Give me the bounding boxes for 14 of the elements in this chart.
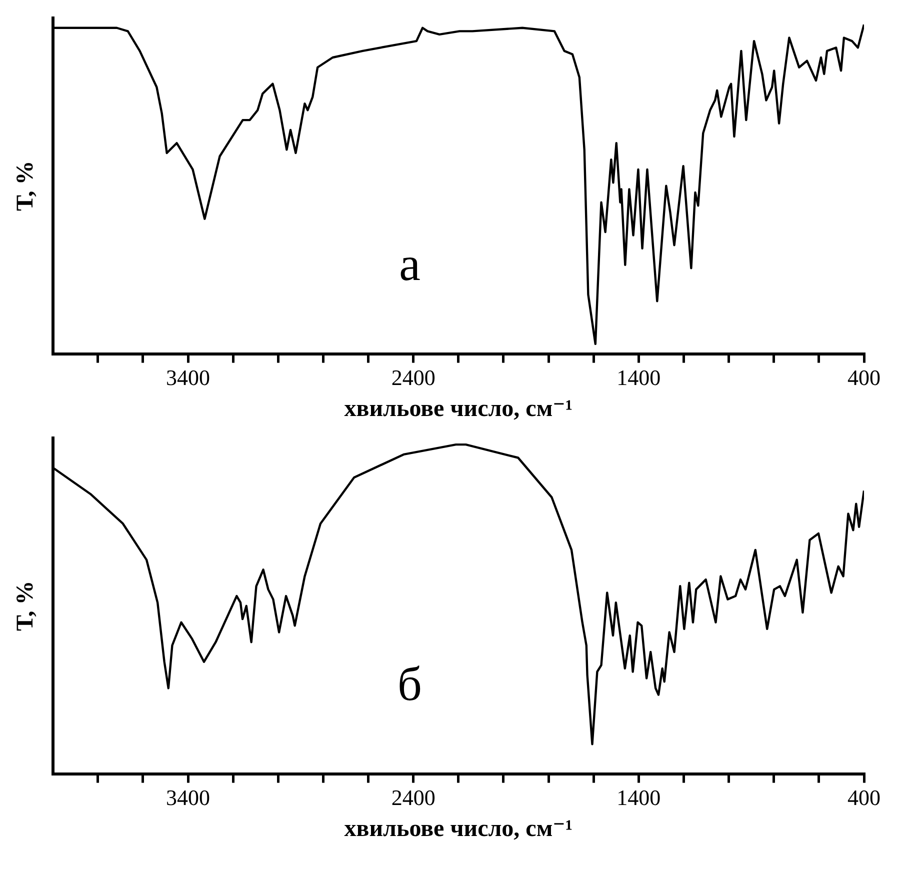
annotation: а xyxy=(399,238,420,291)
y-axis-title: T, % xyxy=(12,160,39,212)
x-tick-label: 3400 xyxy=(166,784,210,810)
x-tick-label: 1400 xyxy=(616,784,661,810)
x-axis-title: хвильове число, см⁻¹ xyxy=(344,816,573,842)
x-tick-label: 2400 xyxy=(391,364,436,390)
x-tick-label: 2400 xyxy=(391,784,436,810)
annotation: б xyxy=(398,658,422,711)
x-tick-label: 400 xyxy=(848,364,880,390)
y-axis-title: T, % xyxy=(12,580,39,632)
x-tick-label: 1400 xyxy=(616,364,661,390)
x-tick-label: 400 xyxy=(848,784,880,810)
x-tick-label: 3400 xyxy=(166,364,210,390)
x-axis-title: хвильове число, см⁻¹ xyxy=(344,396,573,422)
